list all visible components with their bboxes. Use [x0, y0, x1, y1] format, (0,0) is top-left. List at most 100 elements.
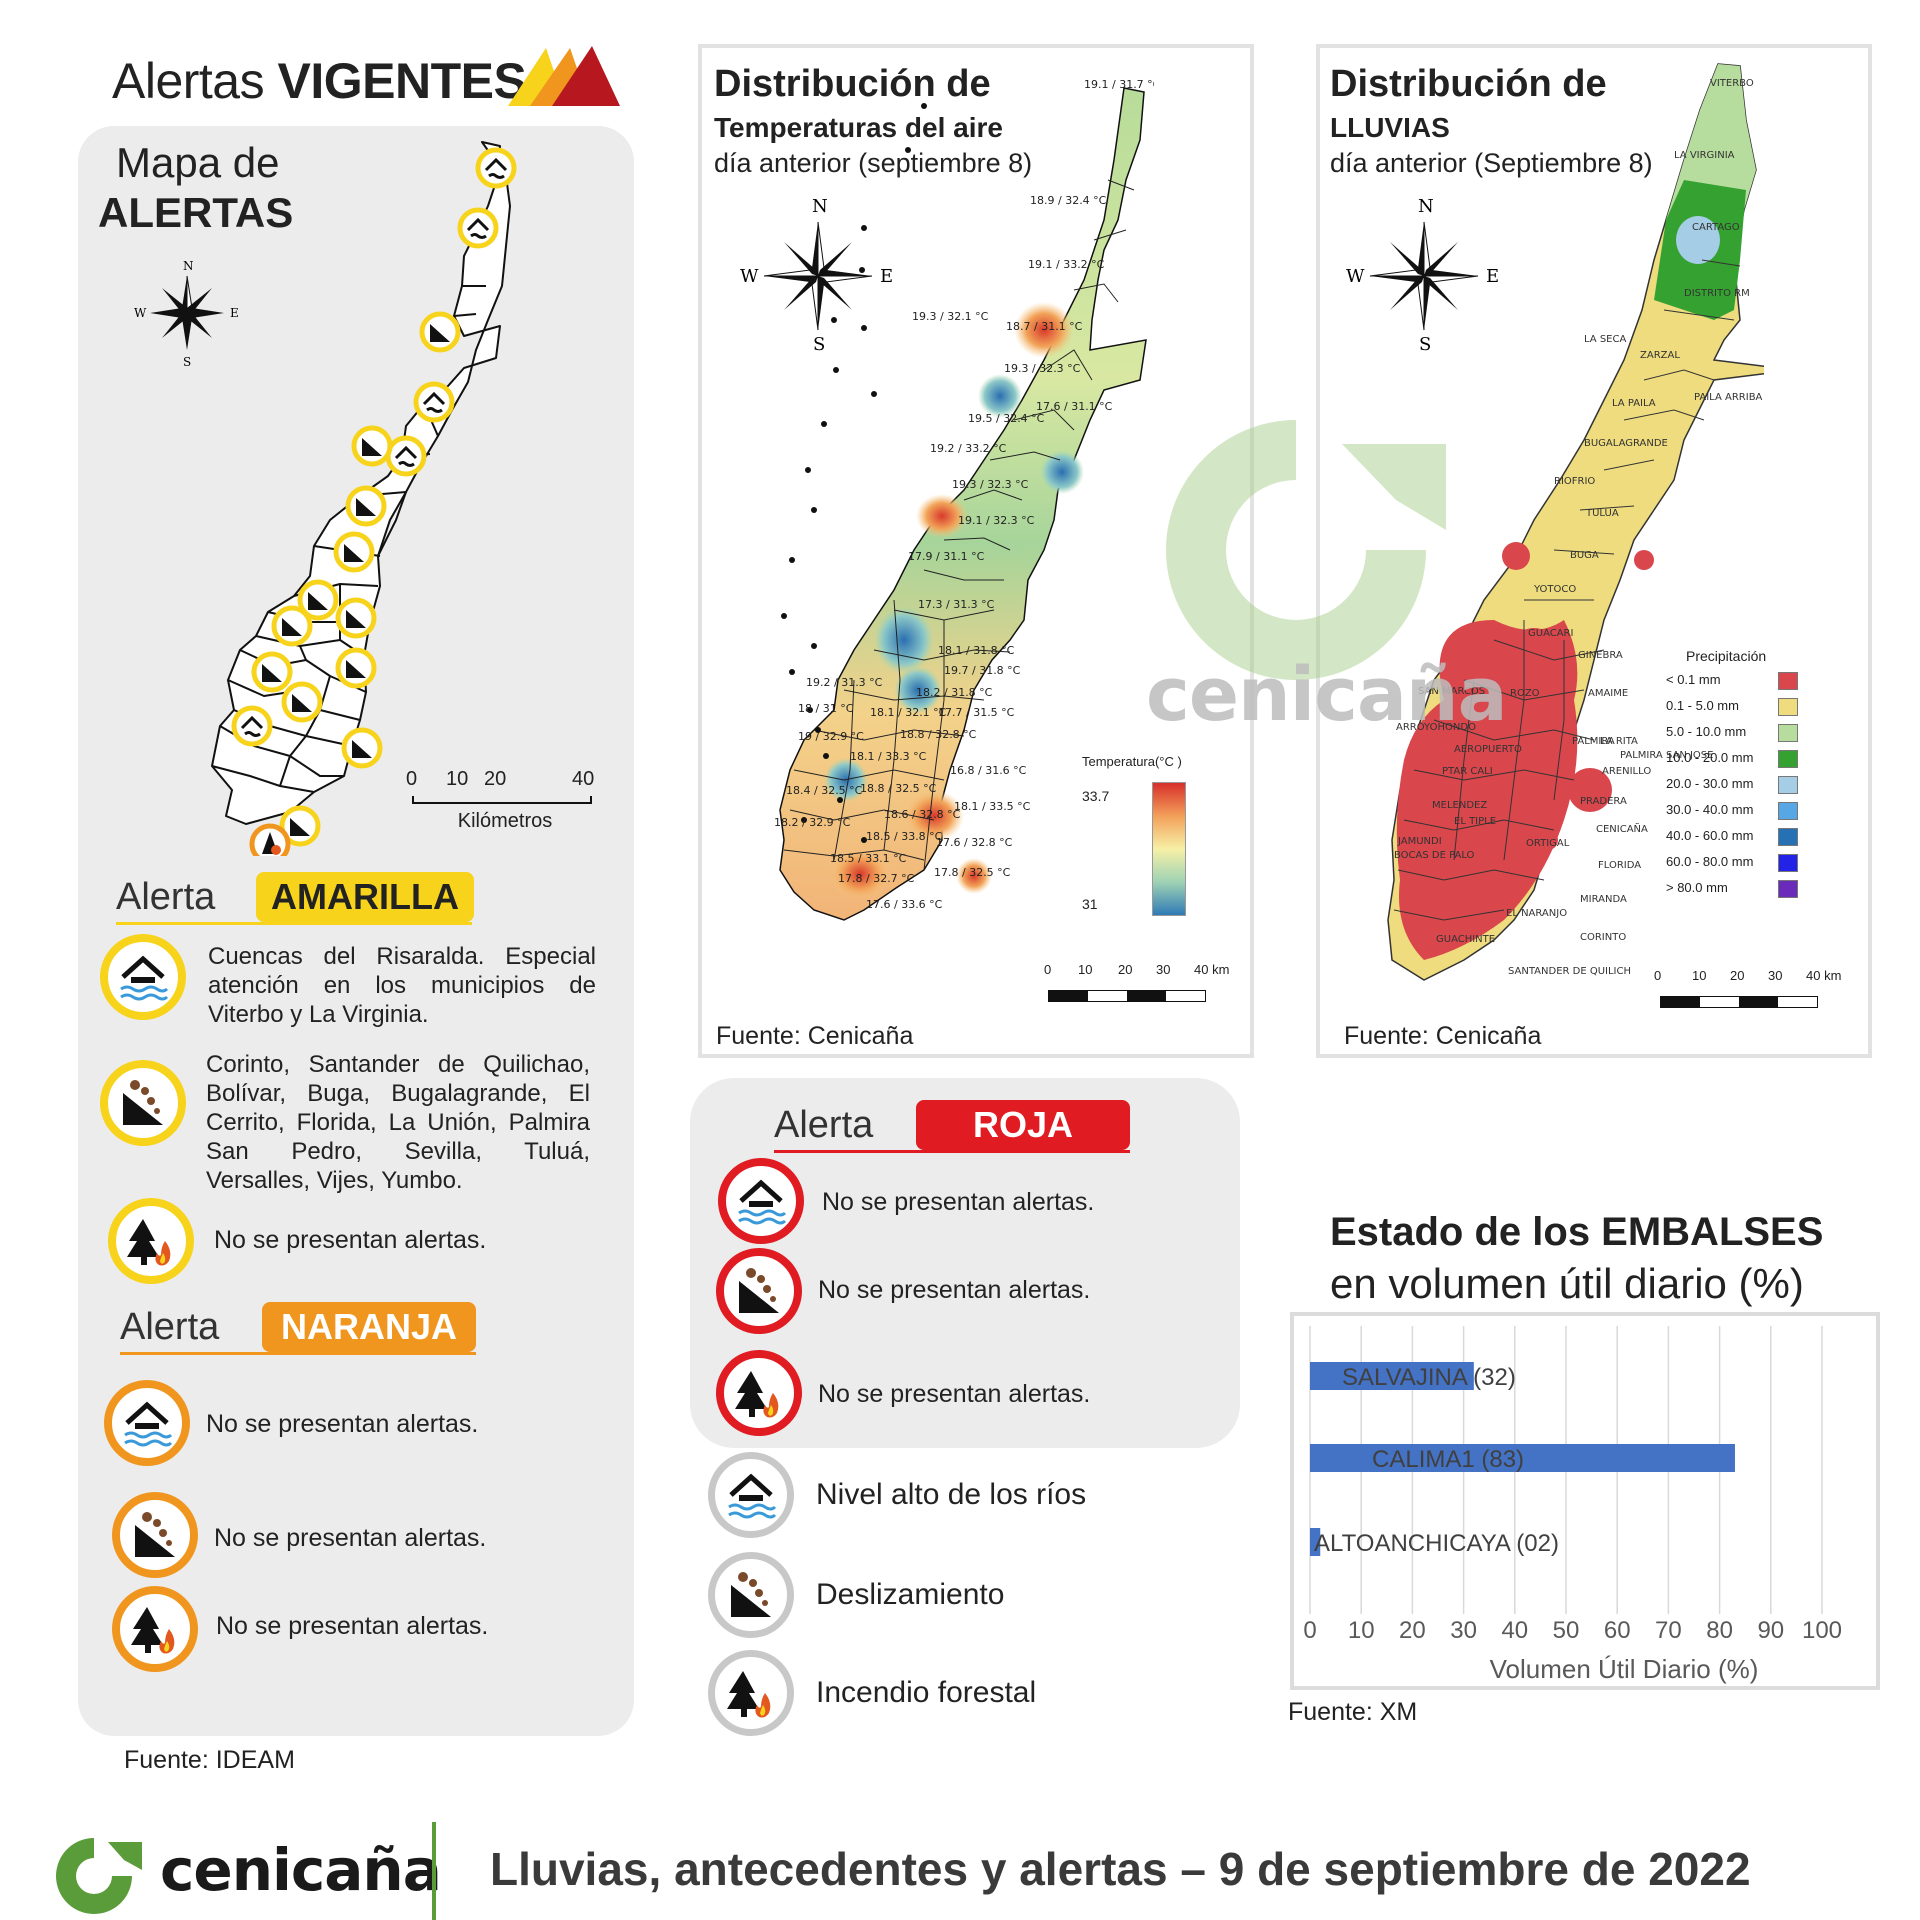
lluvias-legend-swatch	[1778, 828, 1798, 846]
alertas-panel	[78, 126, 634, 1736]
lluvias-legend-title: Precipitación	[1686, 648, 1767, 664]
lluvias-place-label: BOCAS DE PALO	[1394, 850, 1475, 861]
map-marker-incendio-icon	[249, 823, 291, 856]
map-marker-rios-4-icon	[385, 435, 427, 477]
map-marker-desl-2-icon	[351, 425, 393, 467]
temperatura-fuente: Fuente: Cenicaña	[716, 1022, 914, 1050]
map-marker-desl-10-icon	[281, 681, 323, 723]
svg-text:N: N	[183, 259, 194, 273]
lluvias-compass-icon: N S W E	[1346, 196, 1499, 355]
lluvias-place-label: ARENILLO	[1602, 766, 1651, 777]
temperatura-station-label: 19 / 32.9 °C	[798, 730, 864, 743]
lluvias-place-label: GUACHINTE	[1436, 934, 1495, 945]
temperatura-station-label: 18.2 / 31.8 °C	[916, 686, 993, 699]
svg-text:S: S	[1419, 334, 1431, 355]
lluvias-fuente: Fuente: Cenicaña	[1344, 1022, 1542, 1050]
embalses-title: Estado de los EMBALSES	[1330, 1210, 1824, 1254]
footer-brand: cenicaña	[160, 1836, 442, 1904]
lluvias-place-label: PAILA ARRIBA	[1694, 392, 1763, 403]
temperatura-station-label: 17.6 / 31.1 °C	[1036, 400, 1113, 413]
temperatura-station-label: 17.7 / 31.5 °C	[938, 706, 1015, 719]
embalses-x-tick-label: 30	[1450, 1617, 1477, 1644]
temperatura-station-label: 19.3 / 32.3 °C	[952, 478, 1029, 491]
temperatura-station-label: 19.2 / 33.2 °C	[930, 442, 1007, 455]
compass-icon: N S W E	[134, 259, 239, 368]
temperatura-station-label: 18.1 / 33.3 °C	[850, 750, 927, 763]
amarilla-incendio-text: No se presentan alertas.	[214, 1226, 487, 1254]
lluvias-title: Distribución de	[1330, 63, 1607, 105]
map-marker-desl-6-icon	[335, 597, 377, 639]
naranja-incendio-icon	[112, 1586, 198, 1672]
lluvias-legend-item: 5.0 - 10.0 mm	[1666, 722, 1806, 748]
leyenda-rios-icon	[708, 1452, 794, 1538]
lluvias-legend-item-label: 20.0 - 30.0 mm	[1666, 776, 1754, 791]
leyenda-rios-label: Nivel alto de los ríos	[816, 1478, 1087, 1511]
alerta-amarilla-label: Alerta	[116, 876, 472, 925]
embalses-fuente: Fuente: XM	[1288, 1698, 1418, 1726]
lluvias-place-label: SANTANDER DE QUILICH	[1508, 966, 1631, 977]
roja-deslizamiento-text: No se presentan alertas.	[818, 1276, 1091, 1304]
naranja-deslizamiento-icon	[112, 1492, 198, 1578]
amarilla-rios-icon	[100, 934, 186, 1020]
map-marker-rios-1-icon	[475, 147, 517, 189]
amarilla-incendio-icon	[108, 1198, 194, 1284]
map-marker-desl-12-icon	[279, 805, 321, 847]
lluvias-legend-swatch	[1778, 698, 1798, 716]
roja-rios-icon	[718, 1158, 804, 1244]
temperatura-station-label: 17.8 / 32.7 °C	[838, 872, 915, 885]
lluvias-scale: 0 10 20 30 40 km	[1654, 968, 1844, 1008]
embalses-chart: 0 10 20 30 40 50 60 70 80 90 100 SALVAJINA (32) CALI…	[1303, 1326, 1842, 1684]
lluvias-place-label: EL TIPLE	[1454, 816, 1496, 827]
lluvias-place-label: CORINTO	[1580, 932, 1626, 943]
lluvias-place-label: LA PAILA	[1612, 398, 1656, 409]
temperatura-date: día anterior (septiembre 8)	[714, 148, 1033, 178]
temperatura-station-label: 19.1 / 32.3 °C	[958, 514, 1035, 527]
embalses-bar	[1310, 1362, 1474, 1390]
footer-title: Lluvias, antecedentes y alertas – 9 de s…	[490, 1843, 1751, 1895]
embalses-x-tick-label: 80	[1706, 1617, 1733, 1644]
embalses-subtitle: en volumen útil diario (%)	[1330, 1260, 1804, 1307]
temperatura-station-label: 18 / 31 °C	[798, 702, 854, 715]
lluvias-legend-item: 40.0 - 60.0 mm	[1666, 826, 1806, 852]
lluvias-place-label: VITERBO	[1710, 78, 1754, 89]
map-marker-desl-11-icon	[341, 727, 383, 769]
lluvias-legend-item-label: 30.0 - 40.0 mm	[1666, 802, 1754, 817]
map-marker-rios-3-icon	[413, 381, 455, 423]
svg-text:S: S	[183, 355, 191, 368]
temperatura-title: Distribución de	[714, 63, 991, 105]
svg-text:N: N	[812, 196, 828, 217]
lluvias-legend-swatch	[1778, 776, 1798, 794]
temperatura-station-label: 19.2 / 31.3 °C	[806, 676, 883, 689]
svg-text:W: W	[740, 266, 759, 287]
lluvias-subtitle: LLUVIAS	[1330, 112, 1450, 143]
temperatura-station-label: 19.1 / 31.7 °C	[1084, 80, 1154, 91]
embalses-x-tick-label: 60	[1604, 1617, 1631, 1644]
roja-deslizamiento-icon	[716, 1248, 802, 1334]
lluvias-legend-item-label: 60.0 - 80.0 mm	[1666, 854, 1754, 869]
map-marker-desl-7-icon	[271, 605, 313, 647]
lluvias-place-label: PALMIRA SAN JOSE	[1620, 750, 1713, 761]
roja-incendio-icon	[716, 1350, 802, 1436]
lluvias-legend-swatch	[1778, 802, 1798, 820]
map-marker-rios-2-icon	[457, 207, 499, 249]
embalses-x-tick-label: 0	[1303, 1617, 1316, 1644]
svg-text:S: S	[813, 334, 825, 355]
temperatura-station-label: 18.8 / 32.8 °C	[900, 728, 977, 741]
lluvias-place-label: BUGALAGRANDE	[1584, 438, 1668, 449]
temperatura-station-label: 18.5 / 33.1 °C	[830, 852, 907, 865]
amarilla-deslizamiento-icon	[100, 1060, 186, 1146]
lluvias-place-label: MIRANDA	[1580, 894, 1627, 905]
lluvias-place-label: GINEBRA	[1578, 650, 1623, 661]
alerta-roja-label: Alerta	[774, 1104, 1130, 1153]
svg-text:W: W	[1346, 266, 1365, 287]
lluvias-legend-item: > 80.0 mm	[1666, 878, 1806, 904]
alertas-title: Alertas VIGENTES	[112, 53, 527, 109]
lluvias-map: VITERBO LA VIRGINIA CARTAGO DISTRITO RM LA S…	[1387, 63, 1764, 981]
temperatura-station-label: 19.1 / 33.2 °C	[1028, 258, 1105, 271]
temperatura-station-label: 18.4 / 32.5 °C	[786, 784, 863, 797]
lluvias-place-label: LA SECA	[1584, 334, 1626, 345]
lluvias-place-label: CENICAÑA	[1596, 822, 1648, 835]
temperatura-station-label: 18.7 / 31.1 °C	[1006, 320, 1083, 333]
lluvias-legend-item: 20.0 - 30.0 mm	[1666, 774, 1806, 800]
embalses-data-label: SALVAJINA (32)	[1342, 1364, 1516, 1391]
